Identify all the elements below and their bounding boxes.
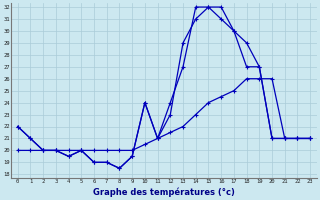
X-axis label: Graphe des températures (°c): Graphe des températures (°c) <box>93 187 235 197</box>
